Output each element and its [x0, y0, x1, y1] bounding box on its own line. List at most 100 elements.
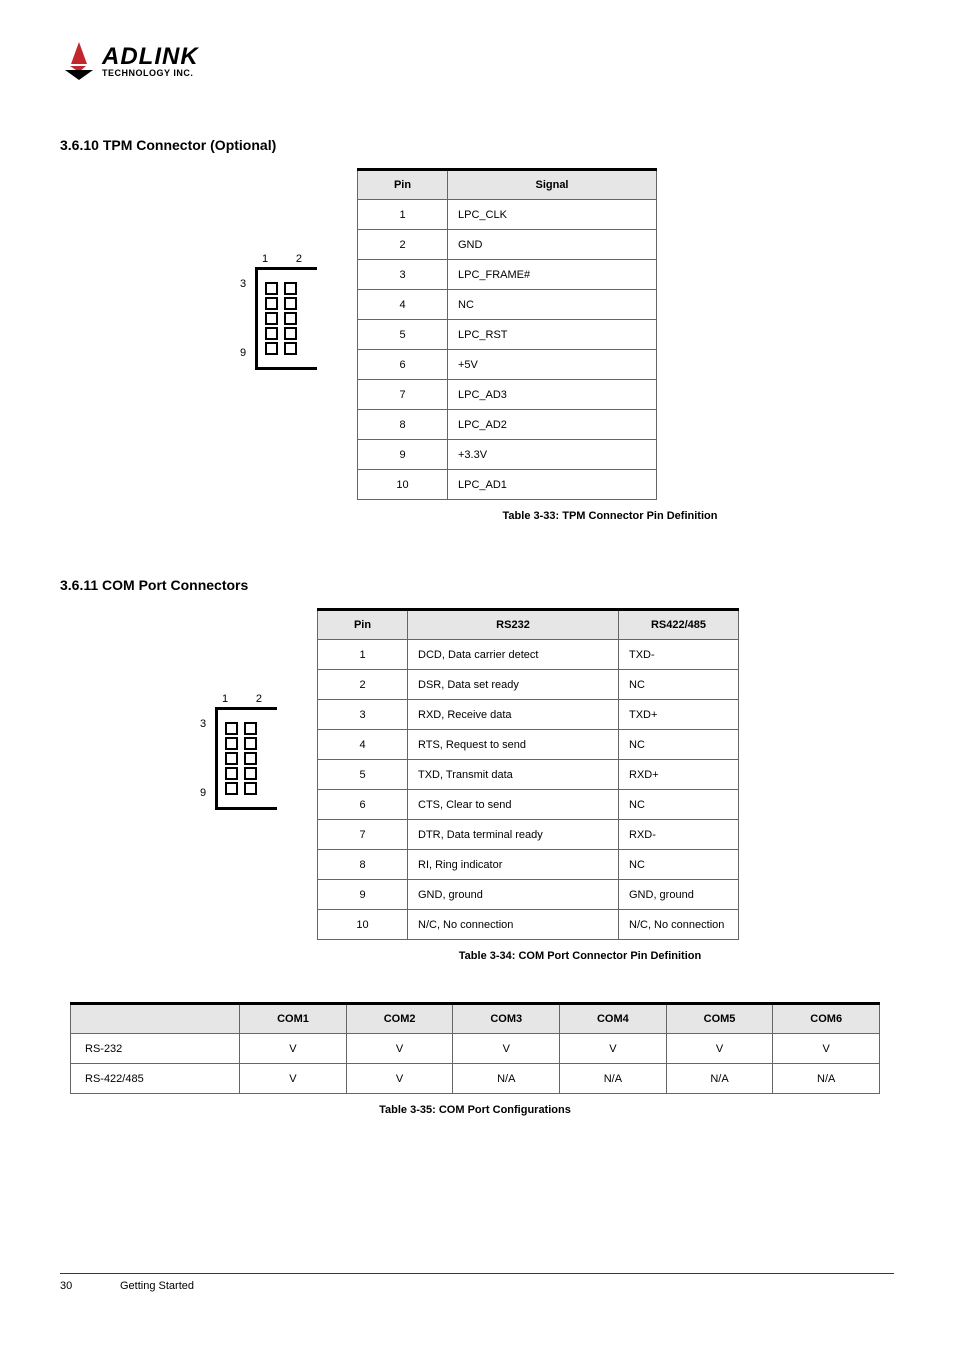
cell-pin: 6 — [358, 350, 448, 380]
cell: RI, Ring indicator — [408, 850, 619, 880]
cell-signal: +5V — [448, 350, 657, 380]
table-row: 8LPC_AD2 — [358, 410, 657, 440]
section-title: 3.6.11 COM Port Connectors — [60, 577, 894, 593]
cell: 2 — [318, 670, 408, 700]
th: COM1 — [240, 1004, 347, 1034]
pin-label: 3 — [240, 278, 246, 290]
table-row: 10LPC_AD1 — [358, 470, 657, 500]
cell-signal: LPC_CLK — [448, 200, 657, 230]
cell: 7 — [318, 820, 408, 850]
cell-signal: +3.3V — [448, 440, 657, 470]
cell: V — [453, 1034, 560, 1064]
cell-signal: GND — [448, 230, 657, 260]
table-row: 7LPC_AD3 — [358, 380, 657, 410]
table-caption: Table 3-35: COM Port Configurations — [70, 1104, 880, 1116]
cell: RS-232 — [71, 1034, 240, 1064]
table-row: 3LPC_FRAME# — [358, 260, 657, 290]
cell: NC — [619, 850, 739, 880]
cell: NC — [619, 790, 739, 820]
cell: DTR, Data terminal ready — [408, 820, 619, 850]
table-row: 9GND, groundGND, ground — [318, 880, 739, 910]
table-caption: Table 3-33: TPM Connector Pin Definition — [330, 510, 890, 522]
cell-pin: 10 — [358, 470, 448, 500]
pin-label: 2 — [256, 693, 262, 705]
tpm-pin-table: Pin Signal 1LPC_CLK2GND3LPC_FRAME#4NC5LP… — [357, 168, 657, 500]
footer-title: Getting Started — [120, 1280, 194, 1292]
table-caption: Table 3-34: COM Port Connector Pin Defin… — [260, 950, 900, 962]
cell: 3 — [318, 700, 408, 730]
cell: V — [666, 1034, 773, 1064]
cell-pin: 2 — [358, 230, 448, 260]
th: COM5 — [666, 1004, 773, 1034]
table-row: 8RI, Ring indicatorNC — [318, 850, 739, 880]
cell: RTS, Request to send — [408, 730, 619, 760]
cell: V — [240, 1064, 347, 1094]
table-row: 3RXD, Receive dataTXD+ — [318, 700, 739, 730]
section-tpm: 3.6.10 TPM Connector (Optional) 1 2 3 9 … — [60, 137, 894, 522]
cell-signal: LPC_FRAME# — [448, 260, 657, 290]
cell-pin: 1 — [358, 200, 448, 230]
table-row: 1LPC_CLK — [358, 200, 657, 230]
cell: V — [346, 1064, 453, 1094]
cell: 9 — [318, 880, 408, 910]
th: COM2 — [346, 1004, 453, 1034]
footer: 30 Getting Started — [60, 1273, 894, 1292]
th: COM3 — [453, 1004, 560, 1034]
cell: RXD- — [619, 820, 739, 850]
table-row: 4NC — [358, 290, 657, 320]
cell-pin: 5 — [358, 320, 448, 350]
cell: N/C, No connection — [408, 910, 619, 940]
pin-label: 9 — [240, 347, 246, 359]
cell: V — [773, 1034, 880, 1064]
cell: GND, ground — [619, 880, 739, 910]
cell: N/A — [453, 1064, 560, 1094]
cell: 4 — [318, 730, 408, 760]
cell-signal: NC — [448, 290, 657, 320]
cell: TXD+ — [619, 700, 739, 730]
table-row: 5LPC_RST — [358, 320, 657, 350]
th: COM4 — [560, 1004, 667, 1034]
cell-signal: LPC_AD2 — [448, 410, 657, 440]
logo-mark — [60, 40, 98, 82]
cell: N/A — [666, 1064, 773, 1094]
cell: N/A — [773, 1064, 880, 1094]
cell: 10 — [318, 910, 408, 940]
th-signal: Signal — [448, 170, 657, 200]
table-row: 6+5V — [358, 350, 657, 380]
th-rs232: RS232 — [408, 610, 619, 640]
th — [71, 1004, 240, 1034]
th-pin: Pin — [318, 610, 408, 640]
connector-diagram-com: 1 2 3 9 — [215, 693, 277, 810]
table-row: 5TXD, Transmit dataRXD+ — [318, 760, 739, 790]
table-row: RS-422/485VVN/AN/AN/AN/A — [71, 1064, 880, 1094]
cell: N/C, No connection — [619, 910, 739, 940]
cell: RS-422/485 — [71, 1064, 240, 1094]
table-row: 1DCD, Data carrier detectTXD- — [318, 640, 739, 670]
table-row: 10N/C, No connectionN/C, No connection — [318, 910, 739, 940]
table-row: 2DSR, Data set readyNC — [318, 670, 739, 700]
cell-pin: 7 — [358, 380, 448, 410]
table-row: 4RTS, Request to sendNC — [318, 730, 739, 760]
pin-label: 9 — [200, 787, 206, 799]
cell-signal: LPC_RST — [448, 320, 657, 350]
cell: TXD- — [619, 640, 739, 670]
cell: N/A — [560, 1064, 667, 1094]
cell: NC — [619, 730, 739, 760]
cell: DCD, Data carrier detect — [408, 640, 619, 670]
cell: V — [560, 1034, 667, 1064]
connector-diagram-tpm: 1 2 3 9 — [255, 253, 317, 370]
th-rs422: RS422/485 — [619, 610, 739, 640]
com-pin-table: Pin RS232 RS422/485 1DCD, Data carrier d… — [317, 608, 739, 940]
pin-label: 2 — [296, 253, 302, 265]
cell-pin: 3 — [358, 260, 448, 290]
pin-label: 3 — [200, 718, 206, 730]
pin-label: 1 — [262, 253, 268, 265]
section-title: 3.6.10 TPM Connector (Optional) — [60, 137, 894, 153]
section-com: 3.6.11 COM Port Connectors 1 2 3 9 Pin — [60, 577, 894, 962]
cell: DSR, Data set ready — [408, 670, 619, 700]
cell-signal: LPC_AD3 — [448, 380, 657, 410]
table-row: 2GND — [358, 230, 657, 260]
cell-pin: 8 — [358, 410, 448, 440]
table-row: 9+3.3V — [358, 440, 657, 470]
cell: RXD+ — [619, 760, 739, 790]
